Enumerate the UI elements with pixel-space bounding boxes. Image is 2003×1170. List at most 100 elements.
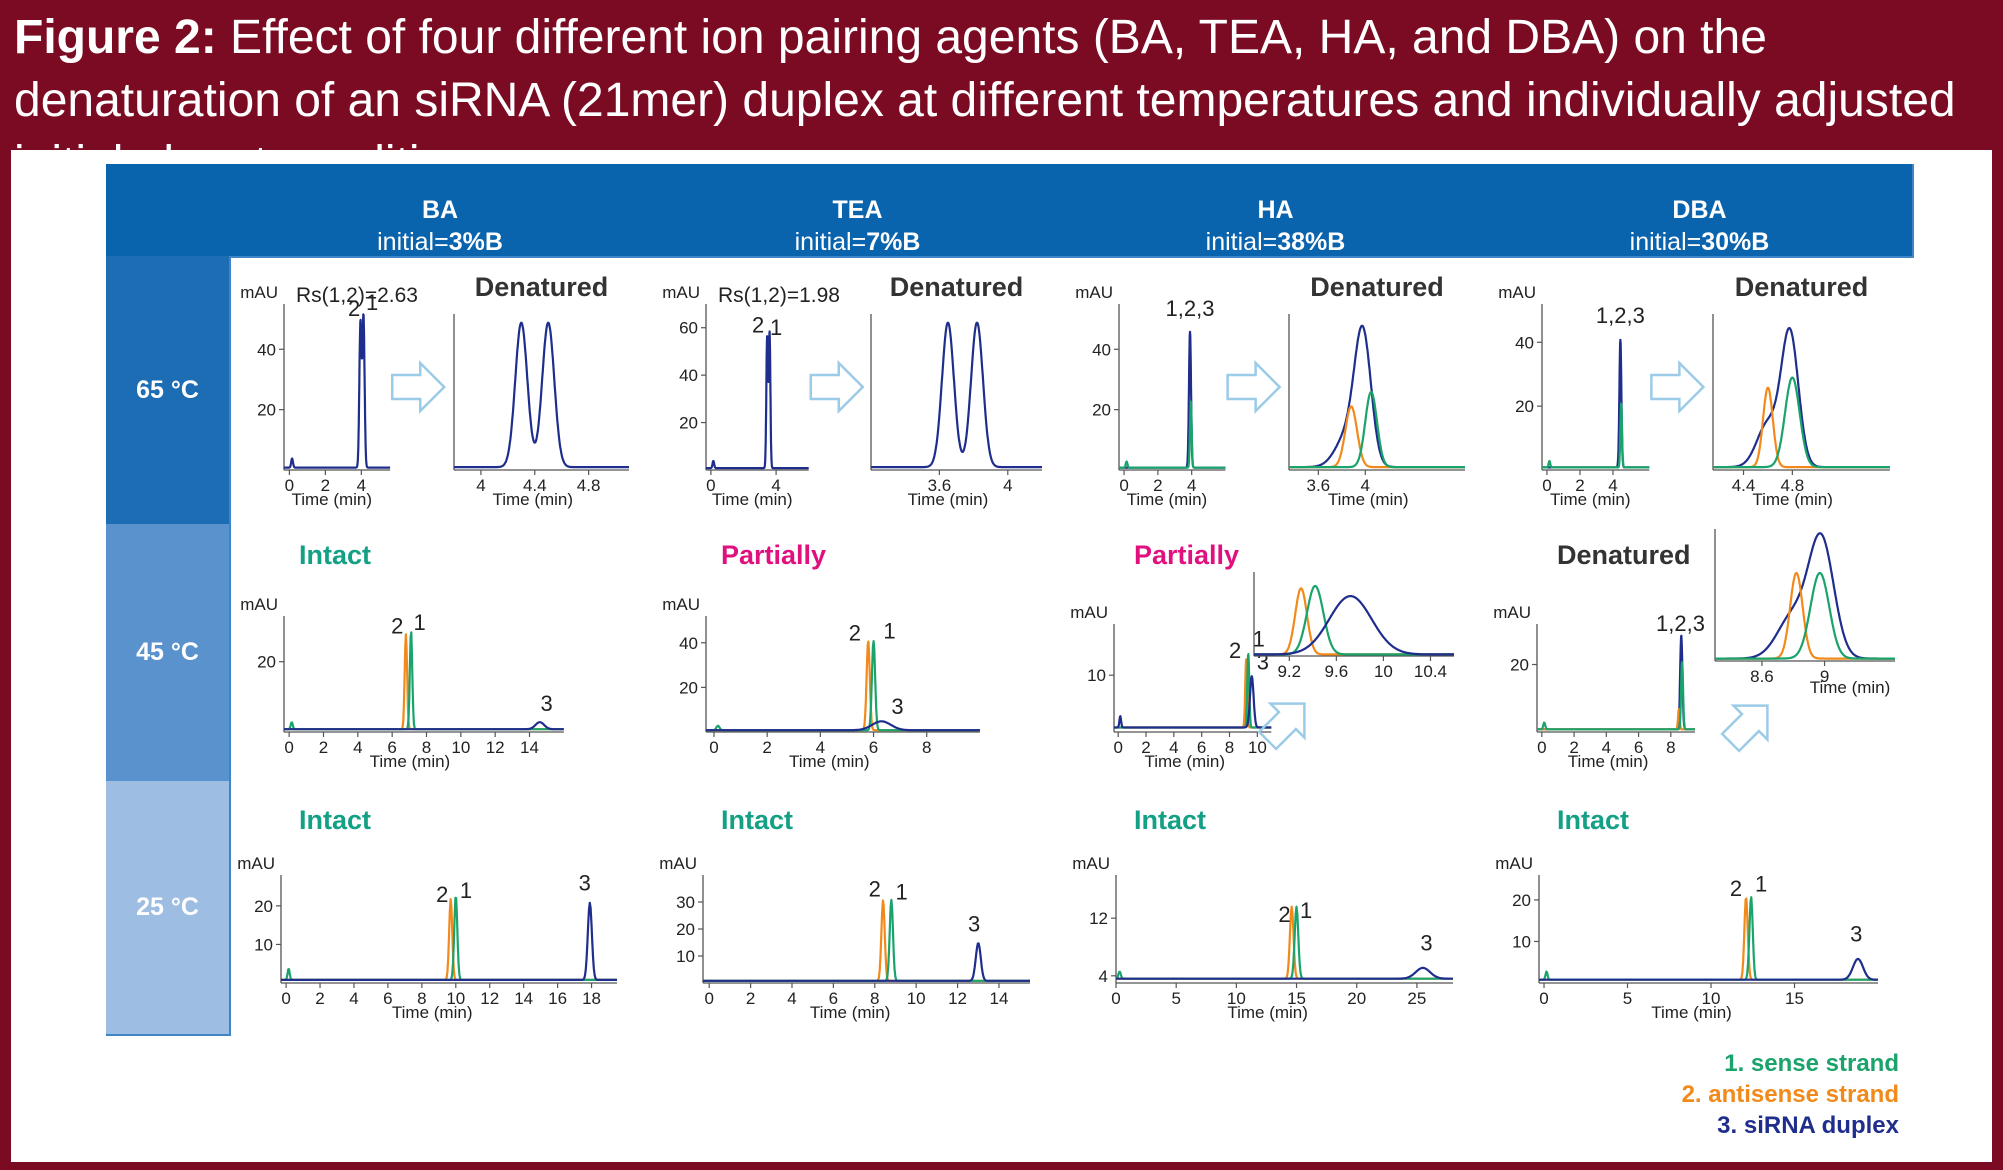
y-axis-label: mAU bbox=[1070, 603, 1108, 622]
x-tick-label: 0 bbox=[1111, 989, 1120, 1008]
x-tick-label: 4 bbox=[1169, 738, 1178, 757]
x-tick-label: 6 bbox=[869, 738, 878, 757]
x-tick-label: 10 bbox=[446, 989, 465, 1008]
inset-trace-duplex bbox=[1253, 595, 1455, 656]
arrow-right-icon bbox=[1226, 359, 1282, 415]
trace-antisense bbox=[705, 640, 981, 732]
chart-tea-65: Denatured mAU 0 4 20 40 60 Time (min) 2 1 Rs(1,2)=… bbox=[662, 272, 1043, 509]
peak-label: 3 bbox=[579, 870, 591, 895]
trace-duplex bbox=[1536, 634, 1696, 731]
inset-x-axis-label: Time (min) bbox=[1752, 490, 1833, 509]
x-tick-label: 4 bbox=[787, 989, 796, 1008]
x-axis-label: Time (min) bbox=[1227, 1003, 1308, 1022]
trace-duplex bbox=[1541, 338, 1651, 469]
inset-trace-duplex bbox=[453, 321, 630, 469]
y-axis-label: mAU bbox=[1075, 283, 1113, 302]
peak-label: 3 bbox=[541, 691, 553, 716]
x-tick-label: 0 bbox=[281, 989, 290, 1008]
y-axis-label: mAU bbox=[237, 854, 275, 873]
y-tick-label: 30 bbox=[676, 893, 695, 912]
x-axis-label: Time (min) bbox=[1568, 752, 1649, 771]
arrow-right-icon bbox=[1650, 359, 1706, 415]
peak-label: 1 bbox=[770, 315, 782, 340]
x-tick-label: 10 bbox=[1248, 738, 1267, 757]
peak-label: 1 bbox=[414, 610, 426, 635]
peak-label: 1 bbox=[896, 879, 908, 904]
x-tick-label: 0 bbox=[1113, 738, 1122, 757]
inset-x-axis-label: Time (min) bbox=[492, 490, 573, 509]
x-tick-label: 4.8 bbox=[1781, 476, 1805, 495]
peak-label: 2 bbox=[1278, 902, 1290, 927]
x-tick-label: 2 bbox=[1575, 476, 1584, 495]
col-initial: initial=38%B bbox=[1205, 228, 1346, 256]
y-tick-label: 20 bbox=[1512, 891, 1531, 910]
x-tick-label: 0 bbox=[1539, 989, 1548, 1008]
inset-trace-duplex bbox=[1288, 324, 1466, 469]
arrow-path bbox=[1257, 702, 1306, 751]
rs-label: Rs(1,2)=1.98 bbox=[718, 284, 840, 307]
status-label: Denatured bbox=[475, 272, 609, 302]
inset-trace-sense bbox=[1288, 390, 1466, 469]
x-tick-label: 4 bbox=[1003, 476, 1012, 495]
y-tick-label: 60 bbox=[679, 319, 698, 338]
col-name: TEA bbox=[832, 196, 883, 224]
trace-antisense bbox=[280, 898, 618, 981]
col-name: DBA bbox=[1672, 196, 1727, 224]
x-tick-label: 0 bbox=[709, 738, 718, 757]
x-axis-label: Time (min) bbox=[1144, 752, 1225, 771]
arrow-path bbox=[1720, 704, 1769, 753]
inset-trace-sense bbox=[1712, 376, 1891, 469]
x-tick-label: 4 bbox=[1187, 476, 1196, 495]
x-tick-label: 2 bbox=[315, 989, 324, 1008]
peak-label: 2 bbox=[849, 621, 861, 646]
x-tick-label: 3.6 bbox=[928, 476, 952, 495]
arrow-right-icon bbox=[390, 359, 447, 415]
x-tick-label: 4 bbox=[1602, 738, 1611, 757]
x-axis-label: Time (min) bbox=[712, 490, 793, 509]
status-label: Intact bbox=[1557, 805, 1629, 835]
y-axis-label: mAU bbox=[662, 283, 700, 302]
x-tick-label: 4.4 bbox=[523, 476, 547, 495]
y-axis-label: mAU bbox=[240, 595, 278, 614]
trace-sense bbox=[283, 631, 565, 731]
x-tick-label: 0 bbox=[1542, 476, 1551, 495]
inset-x-axis-label: Time (min) bbox=[1810, 678, 1891, 697]
x-tick-label: 8 bbox=[922, 738, 931, 757]
x-tick-label: 2 bbox=[746, 989, 755, 1008]
y-tick-label: 20 bbox=[676, 920, 695, 939]
x-tick-label: 5 bbox=[1623, 989, 1632, 1008]
trace-sense bbox=[1118, 400, 1227, 469]
col-header-ha: HA initial=38%B bbox=[1064, 164, 1489, 258]
trace-duplex bbox=[1538, 957, 1879, 981]
x-tick-label: 14 bbox=[989, 989, 1008, 1008]
y-tick-label: 40 bbox=[257, 340, 276, 359]
figure-label: Figure 2: bbox=[14, 11, 217, 64]
figure-panel: BA initial=3%B TEA initial=7%B HA initia… bbox=[11, 150, 1992, 1162]
status-label: Partially bbox=[1134, 540, 1239, 570]
peak-label: 1 bbox=[1755, 872, 1767, 897]
trace-duplex bbox=[280, 901, 618, 981]
col-header-ba: BA initial=3%B bbox=[229, 164, 653, 258]
status-label: Denatured bbox=[1310, 272, 1444, 302]
y-tick-label: 20 bbox=[1092, 401, 1111, 420]
legend-antisense: 2. antisense strand bbox=[1681, 1081, 1899, 1108]
x-tick-label: 10 bbox=[451, 738, 470, 757]
row-label-25: 25 °C bbox=[106, 781, 231, 1036]
x-tick-label: 8 bbox=[417, 989, 426, 1008]
col-name: BA bbox=[421, 196, 459, 224]
arrow-diagonal-icon bbox=[1720, 704, 1769, 753]
x-tick-label: 8 bbox=[1666, 738, 1675, 757]
x-tick-label: 4 bbox=[353, 738, 362, 757]
status-label: Intact bbox=[299, 805, 371, 835]
x-tick-label: 2 bbox=[321, 476, 330, 495]
x-tick-label: 4 bbox=[1361, 476, 1370, 495]
x-tick-label: 16 bbox=[548, 989, 567, 1008]
x-axis-label: Time (min) bbox=[291, 490, 372, 509]
x-tick-label: 2 bbox=[1141, 738, 1150, 757]
peak-label: 1 bbox=[1300, 898, 1312, 923]
peak-label: 1 bbox=[460, 878, 472, 903]
x-tick-label: 10 bbox=[1374, 662, 1393, 681]
corner-header bbox=[106, 164, 231, 258]
